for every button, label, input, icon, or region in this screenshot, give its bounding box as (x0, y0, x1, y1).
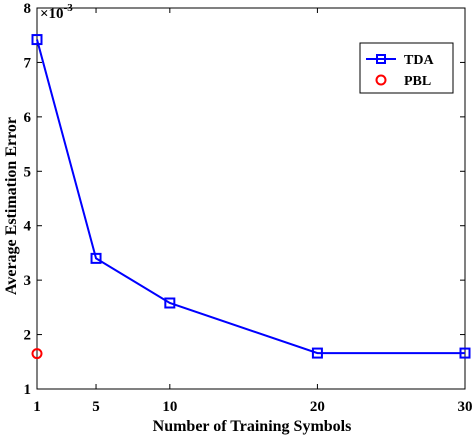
tda-point (311, 347, 323, 359)
y-tick-label: 6 (24, 110, 32, 126)
series-layer (31, 34, 471, 360)
plot-frame (36, 7, 466, 390)
legend: TDA PBL (359, 42, 454, 94)
y-axis-label: Average Estimation Error (3, 117, 20, 295)
legend-pbl-label: PBL (404, 74, 431, 89)
x-tick-label: 10 (162, 399, 177, 415)
y-scale-factor: ×10-3 (40, 2, 73, 22)
y-tick-label: 4 (24, 219, 32, 235)
y-tick-label: 3 (24, 273, 32, 289)
plot-area (36, 7, 466, 390)
x-tick-label: 30 (458, 399, 473, 415)
tda-point (90, 252, 102, 264)
x-axis-label: Number of Training Symbols (153, 418, 352, 435)
tda-point (31, 34, 43, 46)
pbl-point (31, 348, 43, 360)
y-tick-label: 2 (24, 328, 32, 344)
x-tick-label: 5 (92, 399, 100, 415)
legend-box (359, 42, 454, 94)
y-tick-label: 8 (24, 1, 32, 17)
y-ticks: 1 2 3 4 5 6 7 8 (24, 1, 465, 398)
y-scale-exponent: -3 (64, 2, 74, 14)
legend-tda-label: TDA (404, 53, 434, 68)
y-tick-label: 5 (24, 164, 32, 180)
tda-point (459, 347, 471, 359)
legend-pbl-marker (375, 74, 387, 86)
legend-tda-marker (376, 54, 386, 64)
y-tick-label: 1 (24, 382, 32, 398)
y-scale-base: ×10 (40, 6, 64, 22)
y-tick-label: 7 (24, 55, 32, 71)
x-tick-label: 1 (33, 399, 41, 415)
tda-line (36, 39, 465, 355)
tda-point (164, 297, 176, 309)
x-tick-label: 20 (310, 399, 325, 415)
x-ticks: 1 5 10 20 30 (33, 8, 473, 415)
